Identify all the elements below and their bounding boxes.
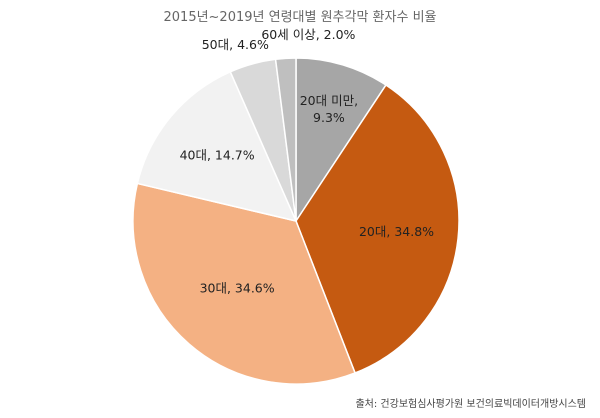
pie-slice-1 [295,57,387,224]
pie-slice-4 [136,70,298,223]
pie-slice-6 [274,57,297,222]
pie-slice-3 [132,182,357,385]
pie-labels: 20대 미만, 9.3% 20대, 34.8% 30대, 34.6% 40대, 14.7… [180,27,435,295]
slice-label-2: 20대, 34.8% [359,224,434,239]
slice-label-5: 50대, 4.6% [202,37,269,52]
pie-slice-2 [295,84,460,374]
pie-slices [132,57,460,385]
slice-label-6: 60세 이상, 2.0% [261,27,355,42]
slice-label-1: 20대 미만, 9.3% [300,93,358,125]
source-note: 출처: 건강보험심사평가원 보건의료빅데이터개방시스템 [355,399,586,410]
chart-title: 2015년~2019년 연령대별 원추각막 환자수 비율 [163,10,437,25]
slice-label-3: 30대, 34.6% [200,281,275,296]
slice-label-4: 40대, 14.7% [180,147,255,162]
